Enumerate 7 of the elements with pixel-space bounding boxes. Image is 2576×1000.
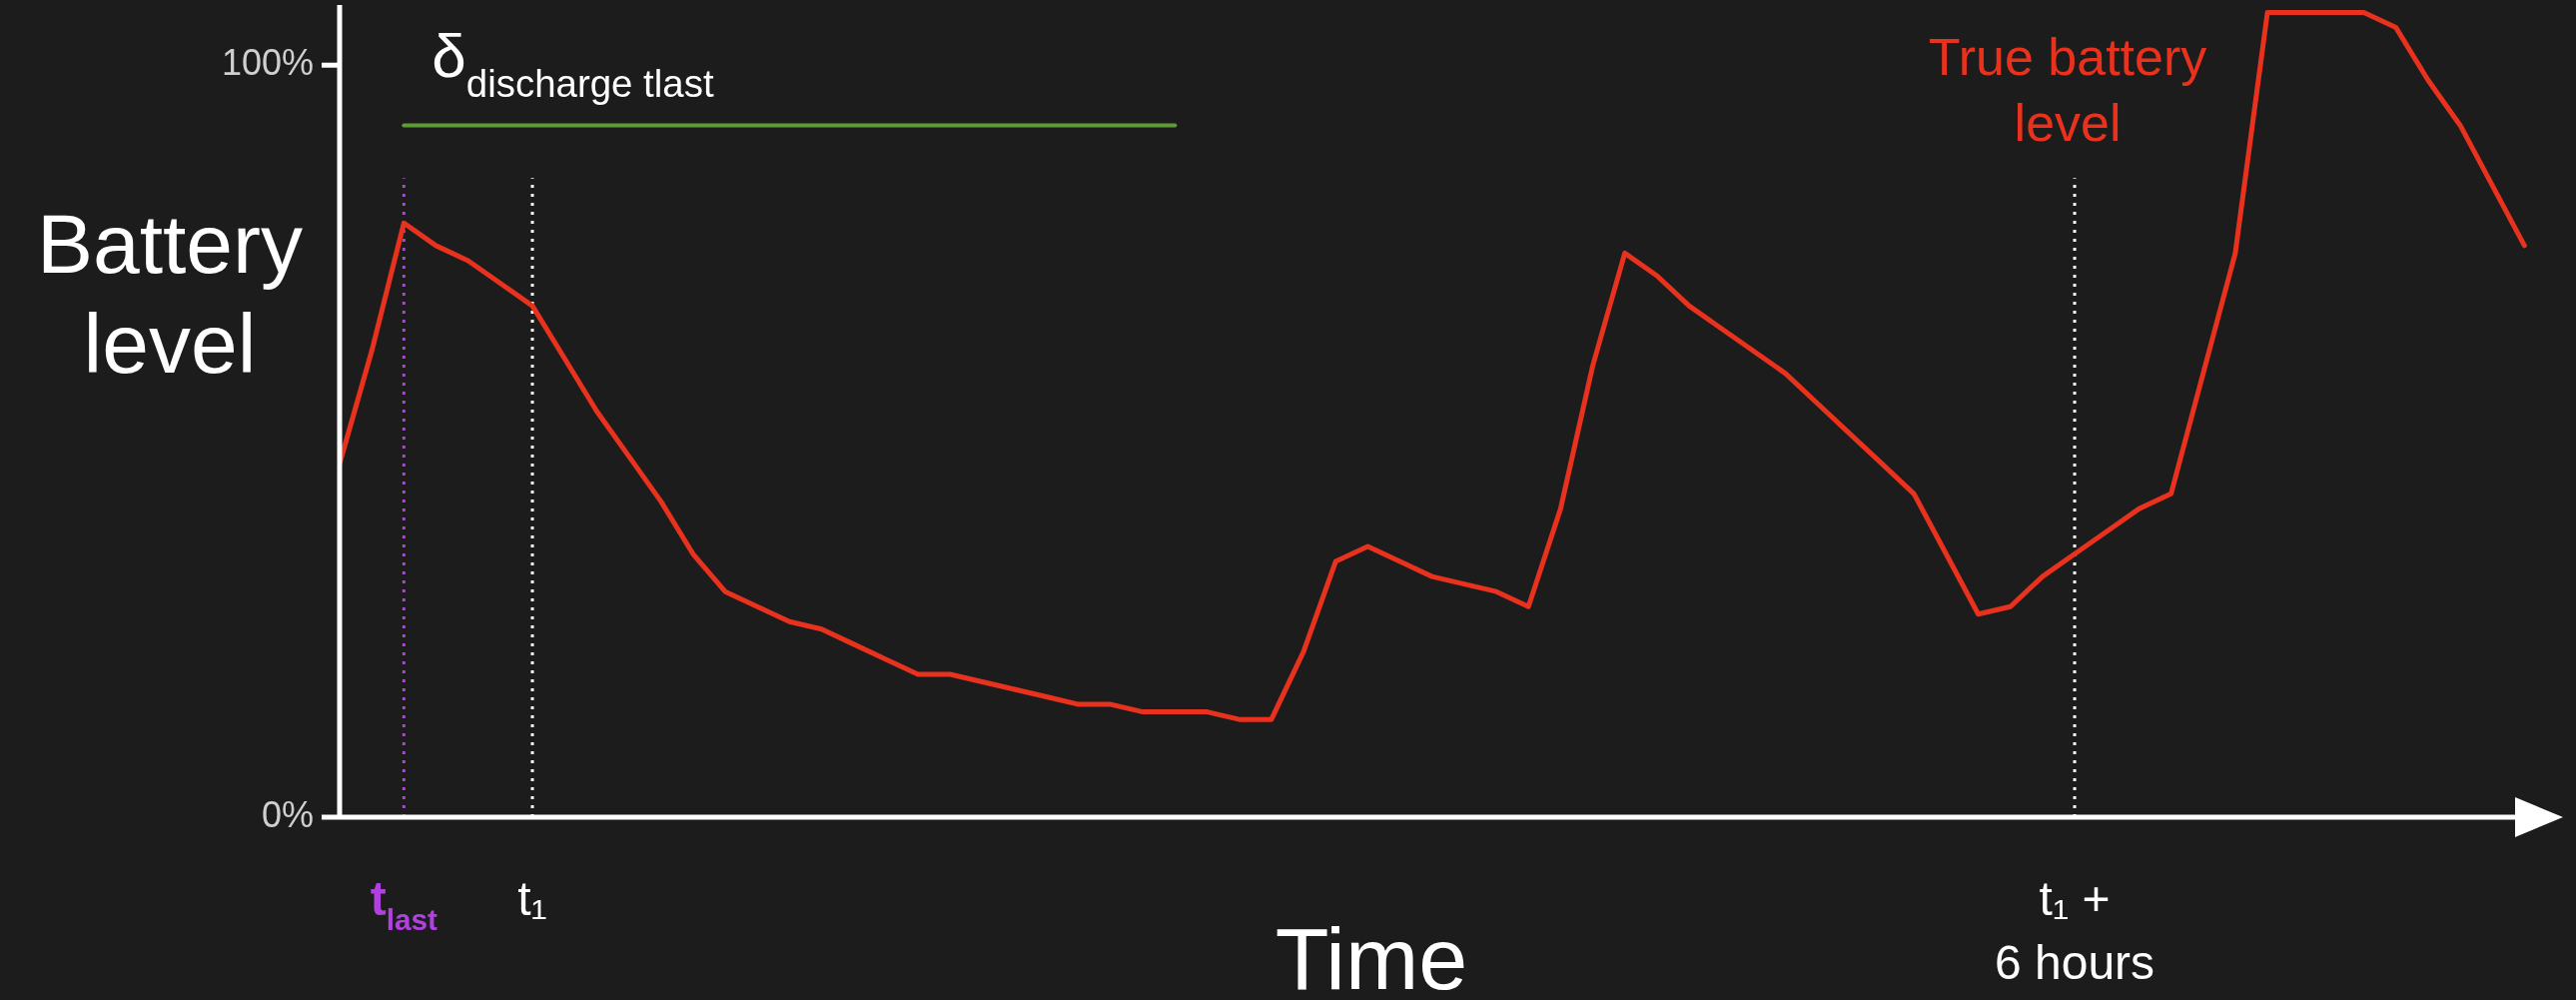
y-tick-label: 100% bbox=[221, 42, 314, 84]
x-tick-label: t₁ bbox=[517, 872, 547, 925]
y-tick-label: 0% bbox=[261, 793, 314, 835]
x-axis-title: Time bbox=[1275, 909, 1468, 1000]
series-label: True battery level bbox=[1928, 28, 2207, 152]
y-axis-title: Battery level bbox=[36, 197, 304, 392]
x-tick-label: t₁ + 6 hours bbox=[1995, 872, 2155, 989]
